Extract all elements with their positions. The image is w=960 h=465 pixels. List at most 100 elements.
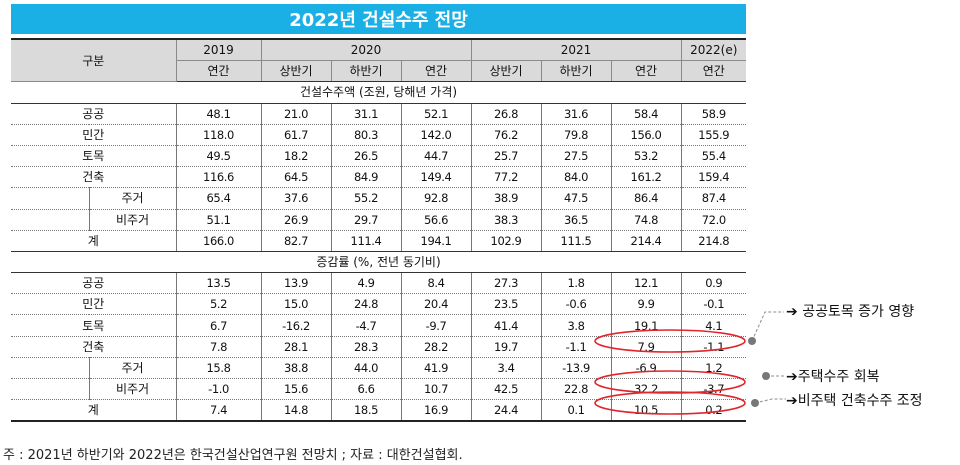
table-cell: 12.1 — [610, 272, 681, 295]
table-cell: 15.6 — [260, 378, 331, 401]
arrow-right-icon: ➔ — [786, 304, 798, 320]
table-cell: 41.4 — [470, 314, 541, 337]
row-label: 토목 — [11, 314, 176, 337]
table-cell: 1.8 — [540, 272, 611, 295]
table-cell: 7.8 — [175, 336, 261, 358]
table-cell: 28.2 — [400, 336, 471, 358]
table-row: 계 7.4 14.8 18.5 16.9 24.4 0.1 10.5 0.2 — [11, 399, 746, 423]
table-cell: 41.9 — [400, 357, 471, 380]
table-cell: 15.8 — [175, 357, 261, 380]
table-cell: 87.4 — [680, 187, 746, 210]
highlight-ellipse-housing — [594, 370, 746, 394]
header-period: 연간 — [175, 60, 261, 83]
row-label: 건축 — [11, 336, 176, 358]
table-row: 공공 48.1 21.0 31.1 52.1 26.8 31.6 58.4 58.9 — [11, 103, 746, 125]
table-row: 민간 118.0 61.7 80.3 142.0 76.2 79.8 156.0 155.9 — [11, 124, 746, 146]
table-cell: -4.7 — [330, 314, 401, 337]
table-cell: 49.5 — [175, 145, 261, 168]
table-cell: 6.7 — [175, 314, 261, 337]
header-row-periods: 연간 상반기 하반기 연간 상반기 하반기 연간 연간 — [11, 60, 746, 83]
table-cell: 29.7 — [330, 209, 401, 231]
table-row: 건축 7.8 28.1 28.3 28.2 19.7 -1.1 7.9 -1.1 — [11, 336, 746, 358]
header-period: 하반기 — [330, 60, 401, 83]
annotation-nonhousing-text: 비주택 건축수주 조정 — [797, 393, 923, 409]
table-cell: 58.9 — [680, 103, 746, 125]
header-period: 상반기 — [260, 60, 331, 83]
table-cell: 8.4 — [400, 272, 471, 295]
table-row: 주거 65.4 37.6 55.2 92.8 38.9 47.5 86.4 87.4 — [11, 187, 746, 210]
table-cell: 161.2 — [610, 166, 681, 189]
table-cell: 28.1 — [260, 336, 331, 358]
table-cell: -9.7 — [400, 314, 471, 337]
table-cell: 38.3 — [470, 209, 541, 231]
table-row: 공공 13.5 13.9 4.9 8.4 27.3 1.8 12.1 0.9 — [11, 272, 746, 295]
table-cell: 65.4 — [175, 187, 261, 210]
table-cell: 142.0 — [400, 124, 471, 146]
table-cell: 22.8 — [540, 378, 611, 401]
table-cell: 24.4 — [470, 399, 541, 423]
table-cell: 19.7 — [470, 336, 541, 358]
row-label: 공공 — [11, 272, 176, 295]
header-row-years: 구분 2019 2020 2021 2022(e) — [11, 38, 746, 83]
table-row: 비주거 -1.0 15.6 6.6 10.7 42.5 22.8 32.2 -3.7 — [11, 378, 746, 401]
table-row: 건축 116.6 64.5 84.9 149.4 77.2 84.0 161.2 159.4 — [11, 166, 746, 189]
table-cell: 3.4 — [470, 357, 541, 380]
table-cell: 23.5 — [470, 293, 541, 316]
table-cell: 10.7 — [400, 378, 471, 401]
header-category: 구분 — [11, 38, 176, 83]
row-label: 토목 — [11, 145, 176, 168]
table-cell: 79.8 — [540, 124, 611, 146]
table-cell: -3.7 — [680, 378, 746, 401]
row-indent — [11, 357, 89, 380]
row-label: 비주거 — [88, 209, 176, 231]
row-label: 계 — [11, 399, 176, 423]
header-period: 연간 — [680, 60, 746, 83]
table-cell: 72.0 — [680, 209, 746, 231]
table-cell: 44.0 — [330, 357, 401, 380]
table-cell: -13.9 — [540, 357, 611, 380]
table-cell: 58.4 — [610, 103, 681, 125]
table-cell: 3.8 — [540, 314, 611, 337]
row-label: 주거 — [88, 187, 176, 210]
table-cell: 25.7 — [470, 145, 541, 168]
table-cell: 38.9 — [470, 187, 541, 210]
table-cell: 13.9 — [260, 272, 331, 295]
table-cell: 0.2 — [680, 399, 746, 423]
header-period: 상반기 — [470, 60, 541, 83]
table-cell: 31.1 — [330, 103, 401, 125]
row-label: 건축 — [11, 166, 176, 189]
section2-title: 증감률 (%, 전년 동기비) — [11, 250, 746, 274]
table-cell: 18.2 — [260, 145, 331, 168]
table-cell: 4.9 — [330, 272, 401, 295]
table-cell: 37.6 — [260, 187, 331, 210]
table-cell: 111.4 — [330, 230, 401, 252]
table-cell: 38.8 — [260, 357, 331, 380]
table-row: 민간 5.2 15.0 24.8 20.4 23.5 -0.6 9.9 -0.1 — [11, 293, 746, 316]
section-title-row: 증감률 (%, 전년 동기비) — [11, 250, 746, 274]
table-cell: 28.3 — [330, 336, 401, 358]
table-cell: 26.5 — [330, 145, 401, 168]
table-cell: 149.4 — [400, 166, 471, 189]
table-cell: 9.9 — [610, 293, 681, 316]
table-cell: 194.1 — [400, 230, 471, 252]
section1-title: 건설수주액 (조원, 당해년 가격) — [11, 81, 746, 104]
table-cell: 13.5 — [175, 272, 261, 295]
row-indent — [11, 378, 89, 401]
table-cell: 14.8 — [260, 399, 331, 423]
leader-line-civil — [751, 311, 784, 342]
highlight-ellipse-nonhousing — [594, 391, 746, 415]
table-cell: 15.0 — [260, 293, 331, 316]
annotation-civil-text: 공공토목 증가 영향 — [802, 304, 915, 320]
table-cell: 44.7 — [400, 145, 471, 168]
leader-line-nonhousing — [754, 398, 786, 404]
table-cell: -16.2 — [260, 314, 331, 337]
table-cell: 6.6 — [330, 378, 401, 401]
row-label: 민간 — [11, 124, 176, 146]
table-row: 토목 6.7 -16.2 -4.7 -9.7 41.4 3.8 19.1 4.1 — [11, 314, 746, 337]
table-cell: 20.4 — [400, 293, 471, 316]
row-indent — [11, 209, 89, 231]
header-year-2021: 2021 — [470, 38, 681, 62]
table-cell: 102.9 — [470, 230, 541, 252]
table-cell: 118.0 — [175, 124, 261, 146]
row-label: 민간 — [11, 293, 176, 316]
